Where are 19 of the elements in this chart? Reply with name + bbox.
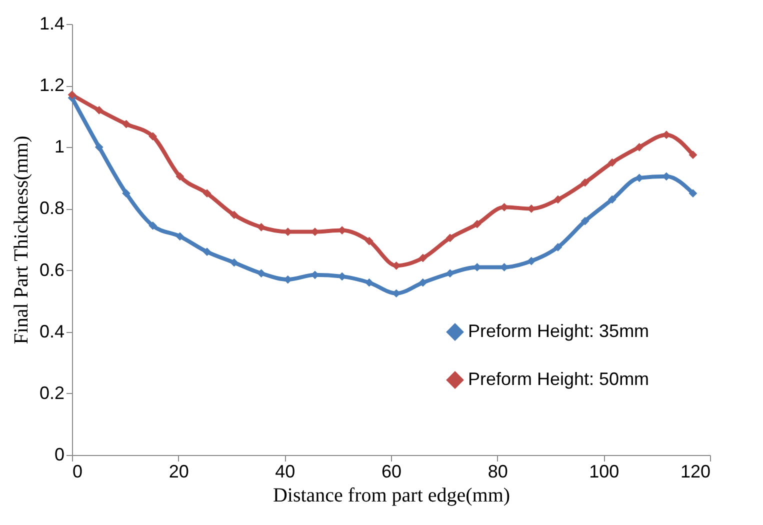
legend-label: Preform Height: 50mm — [468, 369, 650, 389]
x-tick-label: 60 — [381, 462, 402, 482]
y-tick-label: 1 — [54, 136, 64, 157]
x-axis-title: Distance from part edge(mm) — [272, 484, 510, 506]
y-tick-label: 1.4 — [39, 14, 64, 34]
y-tick-label: 0.4 — [39, 321, 64, 342]
x-tick-label: 100 — [589, 462, 620, 482]
y-tick-label: 1.2 — [39, 75, 64, 96]
legend-label: Preform Height: 35mm — [468, 321, 650, 341]
y-tick-label: 0.2 — [39, 382, 64, 403]
x-tick-label: 120 — [680, 462, 710, 482]
y-tick-label: 0 — [54, 444, 64, 464]
y-tick-label: 0.6 — [39, 260, 64, 280]
x-tick-label: 40 — [275, 462, 296, 482]
x-tick-label: 20 — [168, 462, 189, 482]
x-tick-label: 0 — [72, 462, 83, 482]
x-tick-label: 80 — [488, 462, 508, 482]
y-tick-label: 0.8 — [39, 198, 64, 218]
y-axis-title: Final Part Thickness(mm) — [10, 136, 32, 344]
